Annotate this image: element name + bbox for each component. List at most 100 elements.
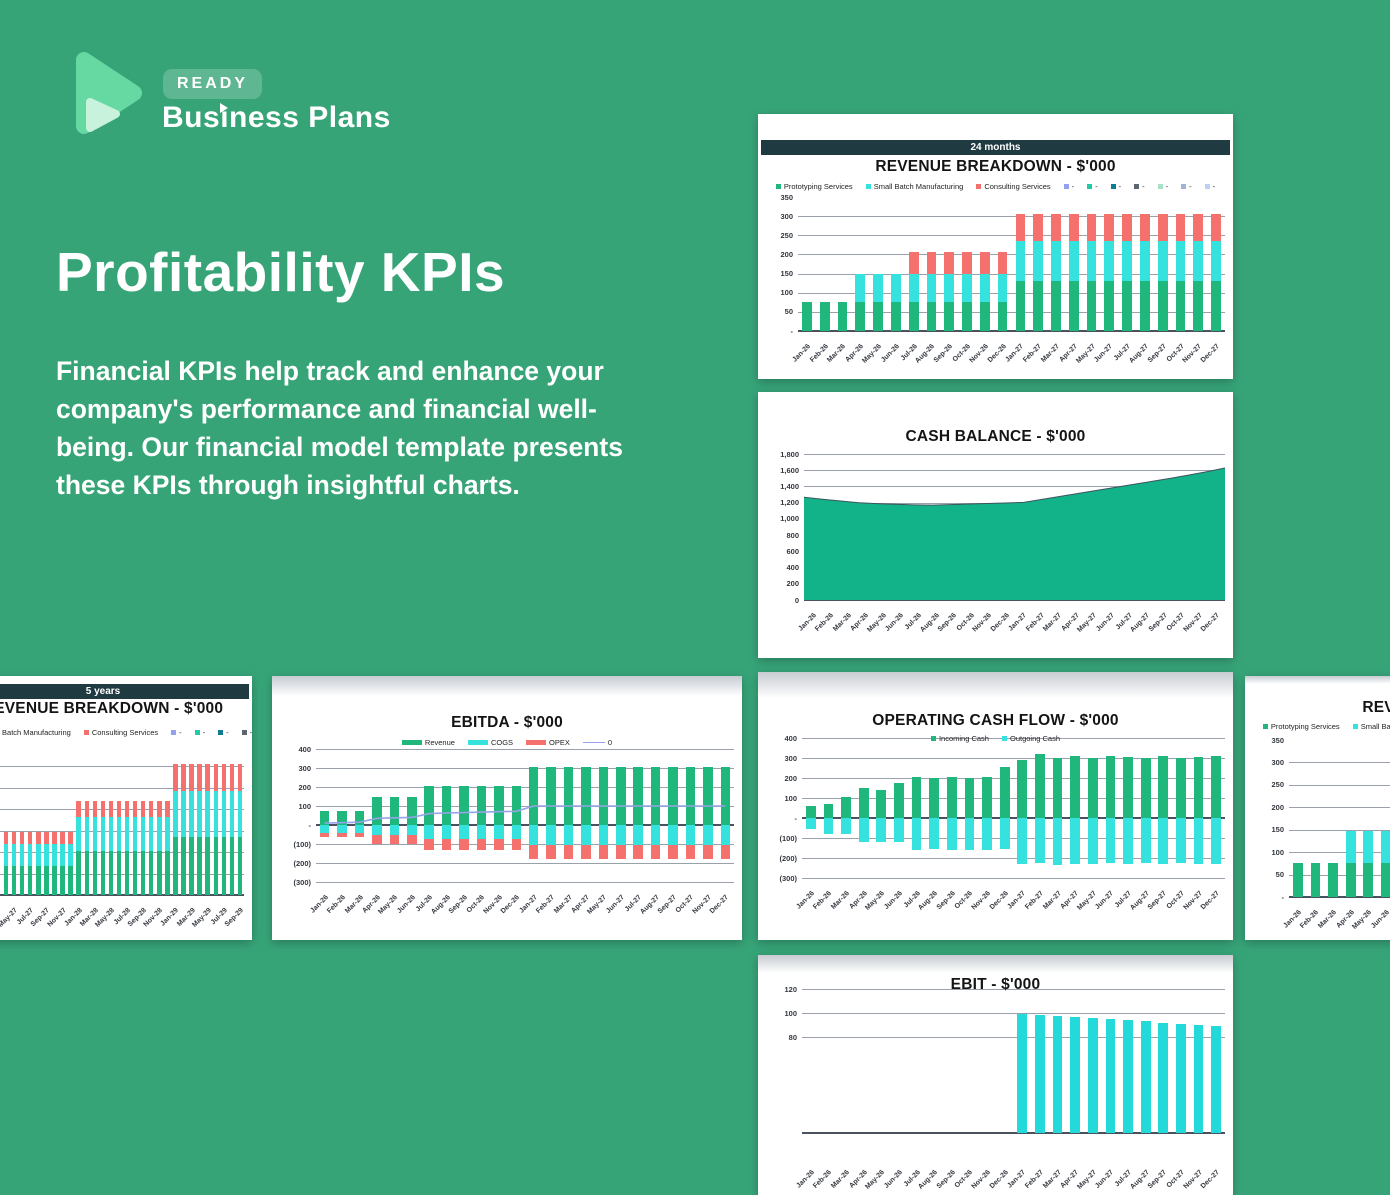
bar-segment bbox=[1033, 241, 1043, 281]
bar-segment bbox=[1211, 241, 1221, 281]
y-axis-tick: 1,200 bbox=[780, 498, 799, 507]
bar-segment bbox=[238, 837, 242, 895]
bar-segment bbox=[197, 837, 201, 895]
bar-segment bbox=[12, 866, 16, 895]
legend-swatch bbox=[84, 730, 89, 735]
bar-segment bbox=[1070, 1017, 1080, 1133]
bar-segment bbox=[12, 832, 16, 844]
plot-area bbox=[802, 989, 1225, 1157]
bar-segment bbox=[1211, 281, 1221, 331]
bar-segment bbox=[912, 818, 922, 850]
bar-segment bbox=[891, 274, 901, 302]
bar-segment bbox=[894, 783, 904, 818]
bar-segment bbox=[20, 832, 24, 844]
legend-swatch bbox=[526, 740, 546, 745]
bar-segment bbox=[838, 302, 848, 331]
y-axis-tick: 150 bbox=[780, 269, 793, 278]
chart-card-revenue-breakdown-right: REVENUE BREAKDOWN - $'000 Prototyping Se… bbox=[1245, 676, 1390, 940]
bar-segment bbox=[205, 764, 209, 791]
chart-title: EBIT - $'000 bbox=[758, 976, 1233, 994]
legend-label: - bbox=[226, 728, 229, 737]
bar-segment bbox=[859, 788, 869, 818]
bar-segment bbox=[1017, 760, 1027, 818]
bar-segment bbox=[222, 764, 226, 791]
chart-title: REVENUE BREAKDOWN - $'000 bbox=[1245, 699, 1390, 717]
bar-segment bbox=[1158, 818, 1168, 864]
y-axis-tick: 350 bbox=[780, 193, 793, 202]
legend-swatch bbox=[1158, 184, 1163, 189]
page-title: Profitability KPIs bbox=[56, 240, 505, 304]
bar-segment bbox=[93, 851, 97, 895]
bar-segment bbox=[1123, 1020, 1133, 1133]
bar-segment bbox=[109, 801, 113, 817]
bar-segment bbox=[68, 866, 72, 895]
bar-segment bbox=[855, 274, 865, 302]
bar-segment bbox=[1035, 754, 1045, 818]
play-i-icon: ı bbox=[220, 101, 229, 134]
sheet-edge-shadow bbox=[758, 955, 1233, 973]
legend-item: Small Batch Manufacturing bbox=[0, 728, 71, 737]
bar-segment bbox=[1328, 863, 1338, 897]
bar-segment bbox=[133, 801, 137, 817]
legend-swatch bbox=[218, 730, 223, 735]
bar-segment bbox=[1087, 241, 1097, 281]
bar-segment bbox=[125, 851, 129, 895]
x-axis-tick: Dec-27 bbox=[725, 886, 742, 904]
chart-card-operating-cash-flow: OPERATING CASH FLOW - $'000 Incoming Cas… bbox=[758, 672, 1233, 940]
legend-item: - bbox=[242, 728, 252, 737]
bar-segment bbox=[1363, 831, 1373, 864]
bar-segment bbox=[891, 302, 901, 331]
bar-segment bbox=[1123, 818, 1133, 864]
bar-segment bbox=[859, 818, 869, 842]
legend-label: - bbox=[1095, 182, 1098, 191]
y-axis-tick: (300) bbox=[293, 878, 311, 887]
bar-segment bbox=[214, 764, 218, 791]
x-axis: Jan-26Feb-26Mar-26Apr-26May-26Jun-26Jul-… bbox=[1289, 897, 1390, 940]
bar-segment bbox=[173, 837, 177, 895]
bar-segment bbox=[1363, 863, 1373, 897]
sheet-edge-shadow bbox=[272, 676, 742, 696]
y-axis-tick: 300 bbox=[298, 764, 311, 773]
bar-segment bbox=[944, 274, 954, 302]
x-axis-tick: Dec-27 bbox=[1216, 335, 1233, 353]
bar-segment bbox=[1106, 1019, 1116, 1133]
y-axis-tick: 0 bbox=[795, 596, 799, 605]
legend-swatch bbox=[1111, 184, 1116, 189]
bar-segment bbox=[181, 837, 185, 895]
y-axis-tick: (200) bbox=[779, 854, 797, 863]
bar-segment bbox=[1176, 818, 1186, 863]
bar-segment bbox=[1193, 214, 1203, 241]
gridline bbox=[1289, 875, 1390, 876]
bar-segment bbox=[165, 801, 169, 817]
bar-segment bbox=[1176, 281, 1186, 331]
legend-swatch bbox=[1087, 184, 1092, 189]
legend-label: Outgoing Cash bbox=[1010, 734, 1060, 743]
bar-segment bbox=[1293, 863, 1303, 897]
bar-segment bbox=[141, 801, 145, 817]
bar-segment bbox=[189, 764, 193, 791]
bar-segment bbox=[1051, 241, 1061, 281]
legend-item: COGS bbox=[468, 738, 513, 747]
bar-segment bbox=[214, 837, 218, 895]
legend-label: Consulting Services bbox=[984, 182, 1050, 191]
y-axis-tick: (100) bbox=[293, 840, 311, 849]
bar-segment bbox=[93, 801, 97, 817]
bar-segment bbox=[806, 806, 816, 818]
legend-item: - bbox=[1134, 182, 1145, 191]
bar-segment bbox=[927, 252, 937, 275]
bar-segment bbox=[93, 817, 97, 851]
plot-area bbox=[1289, 740, 1390, 897]
bar-segment bbox=[1176, 241, 1186, 281]
legend-label: - bbox=[1119, 182, 1122, 191]
legend-label: 0 bbox=[608, 738, 612, 747]
plot-area bbox=[804, 454, 1225, 600]
bar-segment bbox=[980, 274, 990, 302]
y-axis-tick: 50 bbox=[785, 307, 793, 316]
bar-segment bbox=[1106, 756, 1116, 818]
bar-segment bbox=[1176, 758, 1186, 818]
bar-segment bbox=[1381, 863, 1390, 897]
